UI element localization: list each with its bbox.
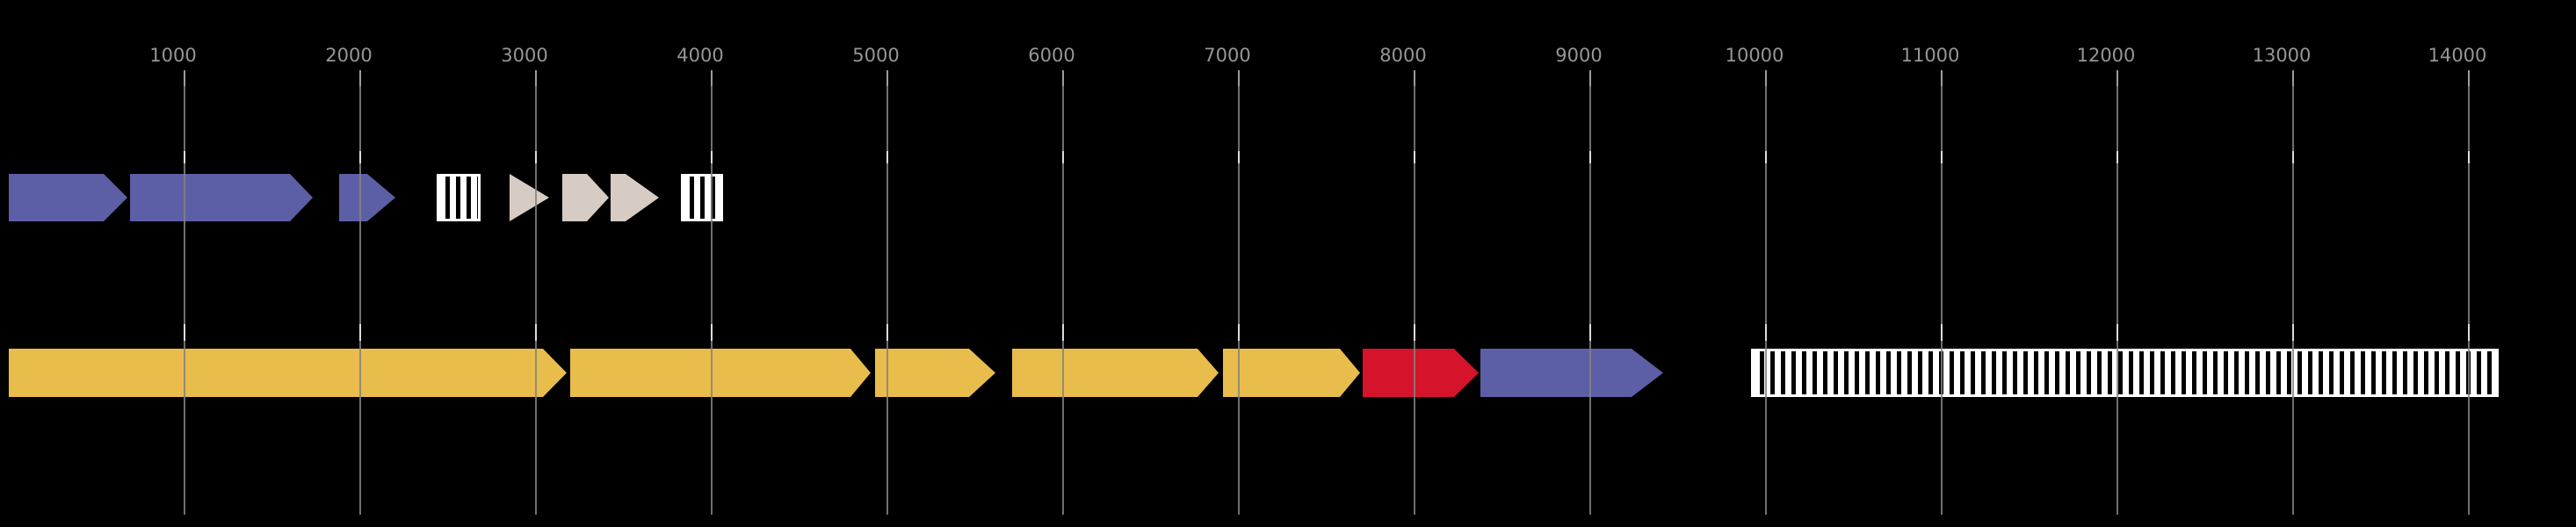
ruler-dash [1062,151,1064,163]
gene-arrow-blue [1480,349,1663,397]
gene-arrow-blue [130,174,313,221]
axis-tick-label: 8000 [1379,45,1427,66]
axis-tick-mark [359,70,361,86]
axis-gridline [886,70,888,515]
ruler-dash [1414,324,1415,341]
gene-arrow-tan [510,174,549,221]
ruler-dash [1941,151,1943,163]
axis-tick-label: 3000 [501,45,548,66]
ruler-dash [2117,324,2118,341]
axis-tick-mark [1414,70,1415,86]
ruler-dash [1238,324,1240,341]
axis-tick-mark [1238,70,1240,86]
axis-gridline [1062,70,1064,515]
ruler-dash [711,151,713,163]
axis-gridline [359,70,361,515]
gene-arrow-gold [9,349,567,397]
hatched-feature-box [681,174,723,221]
axis-tick-label: 10000 [1725,45,1784,66]
axis-tick-mark [184,70,185,86]
axis-tick-label: 12000 [2076,45,2136,66]
ruler-dash [2468,151,2470,163]
ruler-dash [184,324,185,341]
hatched-feature-box [1751,349,2499,397]
gene-arrow-gold [1223,349,1360,397]
gene-arrow-blue [9,174,127,221]
axis-tick-mark [886,70,888,86]
axis-gridline [1238,70,1240,515]
gene-arrow-gold [570,349,871,397]
ruler-dash [535,151,537,163]
ruler-dash [1414,151,1415,163]
axis-tick-mark [535,70,537,86]
axis-tick-mark [1765,70,1767,86]
ruler-dash [1238,151,1240,163]
ruler-dash [1765,151,1767,163]
axis-gridline [711,70,713,515]
axis-tick-mark [2468,70,2470,86]
axis-tick-mark [2117,70,2118,86]
ruler-dash [1062,324,1064,341]
axis-tick-label: 7000 [1204,45,1251,66]
axis-gridline [2117,70,2118,515]
axis-tick-label: 9000 [1555,45,1603,66]
axis-gridline [1765,70,1767,515]
ruler-dash [184,151,185,163]
ruler-dash [1765,324,1767,341]
axis-gridline [1589,70,1591,515]
axis-tick-label: 4000 [677,45,724,66]
ruler-dash [2468,324,2470,341]
ruler-dash [535,324,537,341]
ruler-dash [2292,324,2294,341]
axis-tick-mark [1589,70,1591,86]
axis-gridline [1414,70,1415,515]
ruler-dash [711,324,713,341]
axis-tick-label: 13000 [2252,45,2312,66]
axis-tick-label: 11000 [1900,45,1960,66]
axis-gridline [535,70,537,515]
ruler-dash [886,324,888,341]
hatched-feature-box [437,174,481,221]
axis-tick-label: 2000 [325,45,373,66]
gene-arrow-red [1363,349,1479,397]
ruler-dash [2292,151,2294,163]
gene-arrow-gold [1012,349,1219,397]
axis-gridline [1941,70,1943,515]
axis-tick-label: 14000 [2428,45,2487,66]
gene-arrow-tan [611,174,659,221]
axis-tick-mark [1941,70,1943,86]
ruler-dash [886,151,888,163]
ruler-dash [1589,324,1591,341]
gene-arrow-tan [562,174,609,221]
axis-tick-mark [1062,70,1064,86]
gene-arrow-gold [875,349,995,397]
axis-tick-label: 1000 [149,45,197,66]
axis-tick-label: 5000 [852,45,900,66]
axis-tick-mark [711,70,713,86]
ruler-dash [2117,151,2118,163]
ruler-dash [1589,151,1591,163]
axis-gridline [2292,70,2294,515]
ruler-dash [1941,324,1943,341]
axis-gridline [2468,70,2470,515]
axis-tick-mark [2292,70,2294,86]
axis-tick-label: 6000 [1028,45,1075,66]
axis-gridline [184,70,185,515]
gene-arrow-blue [339,174,395,221]
ruler-dash [359,151,361,163]
ruler-dash [359,324,361,341]
